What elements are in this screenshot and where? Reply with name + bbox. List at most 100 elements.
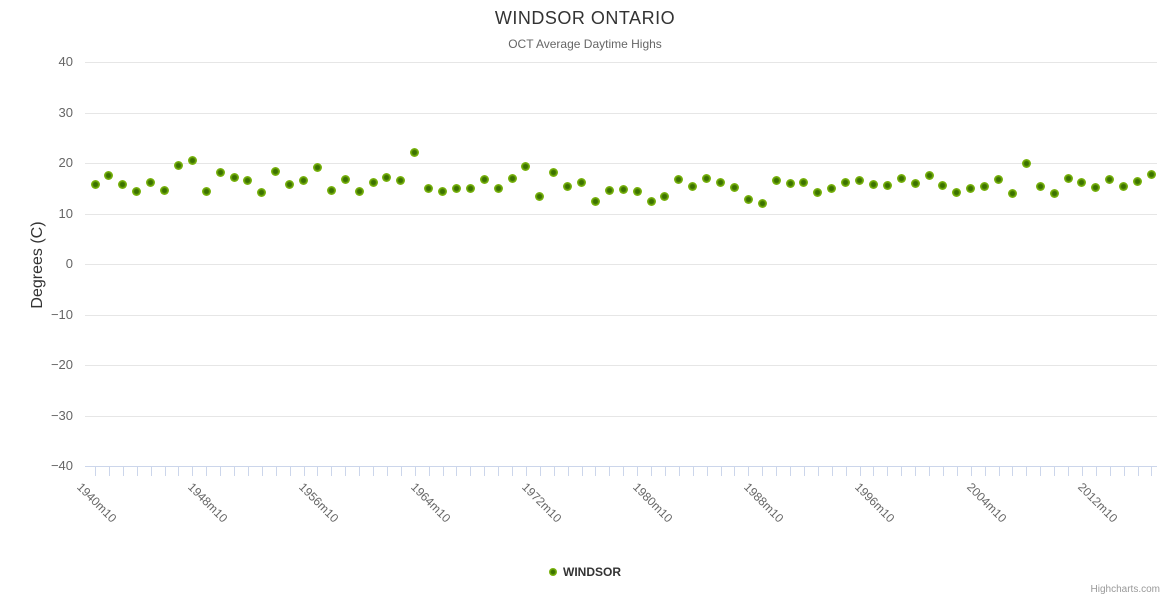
data-point[interactable] bbox=[702, 173, 712, 183]
data-point[interactable] bbox=[1035, 181, 1045, 191]
data-point[interactable] bbox=[285, 179, 295, 189]
data-point[interactable] bbox=[451, 183, 461, 193]
data-point[interactable] bbox=[229, 172, 239, 182]
data-point[interactable] bbox=[896, 173, 906, 183]
data-point[interactable] bbox=[1007, 189, 1017, 199]
data-point[interactable] bbox=[187, 156, 197, 166]
data-point[interactable] bbox=[841, 177, 851, 187]
data-point[interactable] bbox=[674, 174, 684, 184]
x-axis-tick bbox=[956, 466, 958, 476]
data-point[interactable] bbox=[326, 186, 336, 196]
data-point[interactable] bbox=[396, 175, 406, 185]
data-point[interactable] bbox=[618, 185, 628, 195]
data-point[interactable] bbox=[410, 148, 420, 158]
x-axis-tick bbox=[1068, 466, 1069, 476]
data-point[interactable] bbox=[604, 186, 614, 196]
data-point[interactable] bbox=[632, 187, 642, 197]
data-point[interactable] bbox=[1077, 177, 1087, 187]
data-point[interactable] bbox=[493, 184, 503, 194]
y-axis-tick-label: 10 bbox=[58, 205, 73, 221]
data-point[interactable] bbox=[465, 183, 475, 193]
data-point[interactable] bbox=[1133, 176, 1142, 186]
x-axis-tick bbox=[1012, 466, 1014, 476]
data-point[interactable] bbox=[938, 180, 948, 190]
y-axis-tick-label: −20 bbox=[50, 357, 73, 372]
data-point[interactable] bbox=[716, 177, 725, 187]
data-point[interactable] bbox=[785, 178, 795, 188]
data-point[interactable] bbox=[521, 161, 531, 171]
x-axis-tick bbox=[178, 466, 180, 476]
data-point[interactable] bbox=[1091, 182, 1101, 192]
x-axis-tick bbox=[581, 466, 583, 476]
data-point[interactable] bbox=[1146, 169, 1156, 179]
x-axis-tick bbox=[122, 466, 124, 476]
y-axis-tick-label: −30 bbox=[50, 407, 73, 423]
data-point[interactable] bbox=[910, 178, 920, 188]
data-point[interactable] bbox=[104, 171, 114, 181]
data-point[interactable] bbox=[855, 175, 864, 185]
data-point[interactable] bbox=[243, 175, 253, 185]
data-point[interactable] bbox=[201, 187, 211, 197]
data-point[interactable] bbox=[535, 192, 545, 202]
legend[interactable]: WINDSOR bbox=[0, 563, 1170, 581]
x-axis-tick bbox=[206, 466, 208, 476]
x-axis-tick bbox=[595, 466, 597, 476]
data-point[interactable] bbox=[118, 179, 128, 189]
data-point[interactable] bbox=[646, 197, 656, 207]
data-point[interactable] bbox=[966, 183, 976, 193]
data-point[interactable] bbox=[743, 195, 753, 205]
data-point[interactable] bbox=[160, 186, 169, 196]
data-point[interactable] bbox=[549, 167, 559, 177]
data-point[interactable] bbox=[660, 192, 670, 202]
data-point[interactable] bbox=[368, 177, 378, 187]
data-point[interactable] bbox=[771, 175, 781, 185]
y-axis-tick-label: 40 bbox=[58, 54, 73, 69]
data-point[interactable] bbox=[424, 183, 434, 193]
data-point[interactable] bbox=[868, 179, 878, 189]
data-point[interactable] bbox=[257, 188, 267, 198]
data-point[interactable] bbox=[312, 162, 322, 172]
highcharts-credit[interactable]: Highcharts.com bbox=[1090, 584, 1160, 595]
data-point[interactable] bbox=[757, 199, 767, 209]
data-point[interactable] bbox=[90, 179, 100, 189]
data-point[interactable] bbox=[994, 174, 1003, 184]
x-axis-tick bbox=[317, 466, 319, 476]
data-point[interactable] bbox=[563, 181, 573, 191]
data-point[interactable] bbox=[354, 187, 364, 197]
legend-series-label: WINDSOR bbox=[563, 565, 621, 579]
data-point[interactable] bbox=[146, 177, 156, 187]
data-point[interactable] bbox=[132, 187, 142, 197]
data-point[interactable] bbox=[299, 175, 308, 185]
x-axis-tick bbox=[456, 466, 458, 476]
data-point[interactable] bbox=[1063, 173, 1073, 183]
data-point[interactable] bbox=[1021, 158, 1031, 168]
data-point[interactable] bbox=[479, 174, 489, 184]
data-point[interactable] bbox=[688, 181, 698, 191]
data-point[interactable] bbox=[590, 197, 600, 207]
data-point[interactable] bbox=[271, 166, 281, 176]
y-gridline bbox=[85, 112, 1157, 114]
x-axis-tick bbox=[220, 466, 222, 476]
x-axis-tick bbox=[373, 466, 374, 476]
data-point[interactable] bbox=[340, 174, 350, 184]
data-point[interactable] bbox=[952, 188, 962, 198]
data-point[interactable] bbox=[827, 184, 837, 194]
data-point[interactable] bbox=[924, 171, 934, 181]
data-point[interactable] bbox=[173, 160, 183, 170]
data-point[interactable] bbox=[507, 173, 517, 183]
data-point[interactable] bbox=[799, 177, 809, 187]
data-point[interactable] bbox=[1049, 189, 1059, 199]
data-point[interactable] bbox=[882, 180, 892, 190]
data-point[interactable] bbox=[980, 181, 990, 191]
x-axis-tick bbox=[498, 466, 500, 476]
data-point[interactable] bbox=[813, 188, 823, 198]
data-point[interactable] bbox=[215, 167, 225, 177]
data-point[interactable] bbox=[729, 182, 739, 192]
data-point[interactable] bbox=[438, 187, 447, 197]
data-point[interactable] bbox=[577, 177, 586, 187]
data-point[interactable] bbox=[382, 172, 392, 182]
data-point[interactable] bbox=[1105, 174, 1115, 184]
x-axis-tick bbox=[386, 466, 388, 476]
x-axis-tick bbox=[428, 466, 430, 476]
data-point[interactable] bbox=[1119, 181, 1129, 191]
